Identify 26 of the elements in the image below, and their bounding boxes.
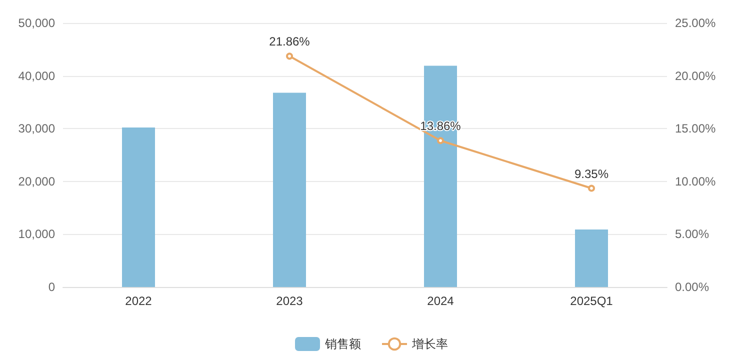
legend-label: 销售额 [324,337,361,351]
y-tick-label: 10,000 [18,227,56,242]
bar [122,128,155,287]
x-tick-label: 2022 [125,294,152,308]
point [588,184,595,192]
legend-label: 增长率 [411,337,448,351]
y-tick-label: 40,000 [18,68,56,83]
y-tick-label: 30,000 [18,122,56,136]
y-tick-label: 0 [48,280,56,294]
data-label: 9.35% [574,166,609,181]
y2-tick-label: 10.00% [675,174,716,188]
point [286,52,293,60]
bar [575,229,608,287]
y-tick-label: 20,000 [18,174,56,188]
y2-tick-label: 15.00% [675,122,716,136]
data-label: 21.86% [269,34,310,49]
point [437,137,444,144]
y2-tick-label: 25.00% [675,16,716,30]
y2-tick-label: 0.00% [675,280,710,294]
x-tick-label: 2024 [427,294,454,308]
bar [273,92,306,287]
x-tick-label: 2023 [276,294,304,308]
x-tick-label: 2025Q1 [570,294,614,308]
y2-tick-label: 5.00% [675,227,710,242]
y2-tick-label: 20.00% [675,68,716,83]
y-tick-label: 50,000 [18,16,56,30]
